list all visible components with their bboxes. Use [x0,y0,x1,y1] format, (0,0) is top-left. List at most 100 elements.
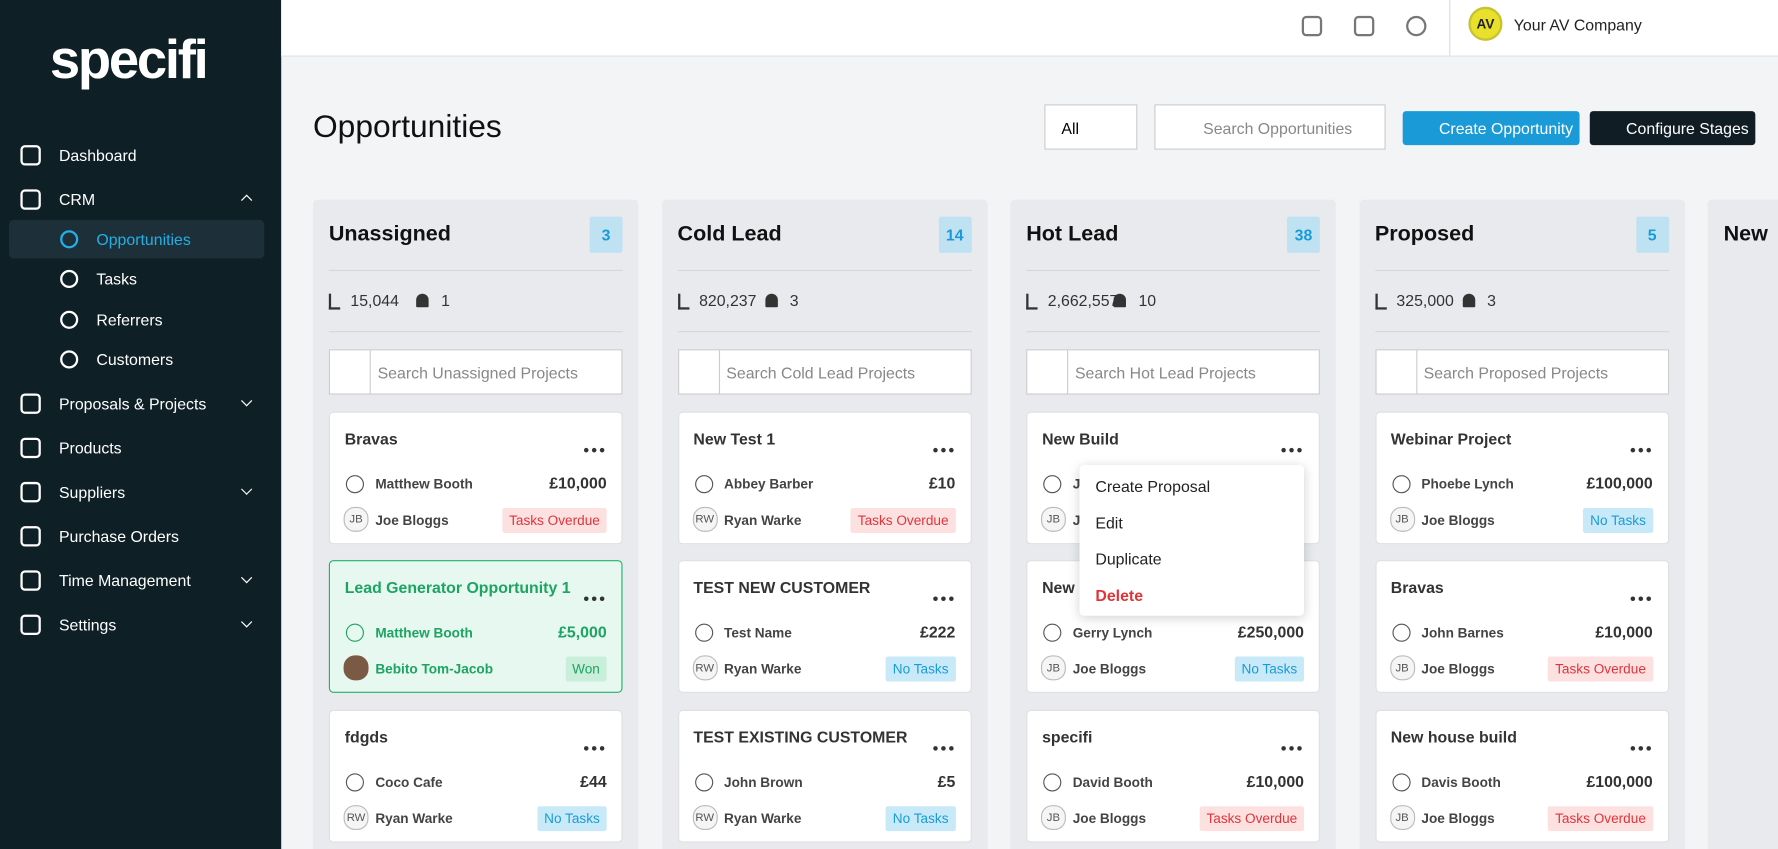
more-button[interactable] [583,435,606,459]
nav-subitem[interactable]: Customers [9,340,264,379]
dots-icon[interactable] [932,447,955,454]
nav-item[interactable]: Settings [9,606,264,645]
opportunity-card[interactable]: TEST NEW CUSTOMER Test Name £222 RW Ryan War… [677,560,972,693]
card-title[interactable]: specifi [1042,728,1092,746]
opportunity-card[interactable]: Lead Generator Opportunity 1 Matthew Boot… [328,560,623,693]
card-title-text[interactable]: Bravas [344,429,398,448]
avatar[interactable]: AV [1468,6,1503,41]
company-name[interactable]: Your AV Company [1513,15,1642,35]
nav-item[interactable]: Products [9,429,264,468]
stage-search-text[interactable]: Search Unassigned Projects [377,363,578,383]
more-button[interactable] [1629,435,1652,459]
nav-label[interactable]: Proposals & Projects [58,394,207,413]
more-button[interactable] [932,734,955,758]
menu-item-text[interactable]: Duplicate [1095,549,1162,569]
nav-label[interactable]: Settings [58,615,117,635]
dots-icon[interactable] [583,595,606,602]
create-button[interactable]: Create Opportunity [1402,111,1580,146]
menu-item-text[interactable]: Create Proposal [1095,477,1211,496]
more-button[interactable] [932,435,955,459]
menu-item-text[interactable]: Edit [1095,513,1123,532]
nav-label[interactable]: Customers [96,350,174,369]
opportunity-card[interactable]: Bravas John Barnes £10,000 JB Joe Bloggs Task… [1374,560,1669,693]
card-title[interactable]: TEST NEW CUSTOMER [693,578,870,596]
nav-item[interactable]: Time Management [9,562,264,601]
nav-label[interactable]: Tasks [96,270,137,289]
menu-item[interactable]: Delete [1095,586,1143,604]
more-button[interactable] [1629,584,1652,608]
opportunity-card[interactable]: New house build Davis Booth £100,000 JB Joe … [1374,709,1669,843]
card-title[interactable]: TEST EXISTING CUSTOMER [693,728,907,746]
card-title-text[interactable]: specifi [1042,727,1093,747]
card-title[interactable]: Lead Generator Opportunity 1 [345,578,571,596]
stage-search[interactable]: Search Proposed Projects [1374,349,1669,395]
nav-label[interactable]: Opportunities [96,230,191,249]
more-button[interactable] [932,584,955,608]
card-title-text[interactable]: TEST EXISTING CUSTOMER [693,727,908,747]
card-title-text[interactable]: New house build [1390,727,1517,747]
card-title-text[interactable]: New Build [1042,429,1119,448]
opportunity-card[interactable]: fdgds Coco Cafe £44 RW Ryan Warke No Tasks [328,709,623,843]
nav-item[interactable]: Dashboard [9,136,264,175]
card-title-text[interactable]: New Test 1 [693,429,776,448]
dots-icon[interactable] [583,745,606,752]
nav-item[interactable]: Proposals & Projects [9,385,264,424]
nav-item[interactable]: Suppliers [9,473,264,512]
card-title[interactable]: New Build [1042,430,1119,448]
dots-icon[interactable] [583,447,606,454]
stage-search-text[interactable]: Search Cold Lead Projects [726,363,916,383]
card-title[interactable]: fdgds [345,728,388,746]
nav-subitem[interactable]: Opportunities [9,219,265,259]
menu-item[interactable]: Duplicate [1095,550,1161,568]
filter-select[interactable]: All [1044,104,1138,150]
opportunity-card[interactable]: Webinar Project Phoebe Lynch £100,000 JB Joe… [1374,411,1669,545]
card-title-text[interactable]: Lead Generator Opportunity 1 [344,578,571,597]
opportunity-card[interactable]: specifi David Booth £10,000 JB Joe Bloggs Tas… [1026,709,1320,843]
search-input[interactable]: Search Opportunities [1154,104,1386,150]
card-title-text[interactable]: New [1042,578,1075,597]
card-title-text[interactable]: TEST NEW CUSTOMER [693,578,871,597]
more-button[interactable] [1629,734,1652,758]
nav-label[interactable]: CRM [58,190,96,209]
opportunity-card[interactable]: TEST EXISTING CUSTOMER John Brown £5 RW Ryan… [677,709,972,843]
dots-icon[interactable] [1280,447,1303,454]
more-button[interactable] [1280,734,1303,758]
nav-label[interactable]: Products [58,439,122,458]
card-title[interactable]: Webinar Project [1391,430,1512,448]
card-title-text[interactable]: Webinar Project [1390,429,1512,448]
more-button[interactable] [1280,435,1303,459]
nav-label[interactable]: Suppliers [58,483,126,502]
nav-subitem[interactable]: Tasks [9,260,264,299]
dots-icon[interactable] [932,595,955,602]
announcements-icon[interactable] [1301,15,1323,37]
stage-search[interactable]: Search Unassigned Projects [328,349,623,395]
nav-label[interactable]: Dashboard [58,146,137,165]
stage-search[interactable]: Search Hot Lead Projects [1026,349,1320,395]
nav-subitem[interactable]: Referrers [9,300,264,339]
notifications-icon[interactable] [1406,15,1427,37]
card-title[interactable]: New [1042,578,1075,596]
stage-search[interactable]: Search Cold Lead Projects [677,349,972,395]
dots-icon[interactable] [1629,447,1652,454]
messages-icon[interactable] [1353,15,1375,37]
dots-icon[interactable] [1629,745,1652,752]
configure-button[interactable]: Configure Stages [1589,111,1756,146]
card-title[interactable]: New Test 1 [693,430,775,448]
dots-icon[interactable] [1280,745,1303,752]
card-title-text[interactable]: fdgds [344,727,388,747]
opportunity-card[interactable]: Bravas Matthew Booth £10,000 JB Joe Bloggs Ta… [328,411,623,545]
logo[interactable]: specifi [49,30,209,91]
nav-item[interactable]: Purchase Orders [9,517,264,556]
card-title[interactable]: Bravas [1391,578,1444,596]
menu-item-text[interactable]: Delete [1095,586,1144,605]
stage-search-text[interactable]: Search Proposed Projects [1423,363,1609,383]
dots-icon[interactable] [932,745,955,752]
menu-item[interactable]: Create Proposal [1095,477,1210,495]
stage-search-text[interactable]: Search Hot Lead Projects [1074,363,1256,383]
opportunity-card[interactable]: New Test 1 Abbey Barber £10 RW Ryan Warke Tas… [677,411,972,545]
nav-label[interactable]: Referrers [96,310,163,329]
card-title[interactable]: Bravas [345,430,398,448]
more-button[interactable] [583,734,606,758]
more-button[interactable] [583,584,606,608]
dots-icon[interactable] [1629,595,1652,602]
